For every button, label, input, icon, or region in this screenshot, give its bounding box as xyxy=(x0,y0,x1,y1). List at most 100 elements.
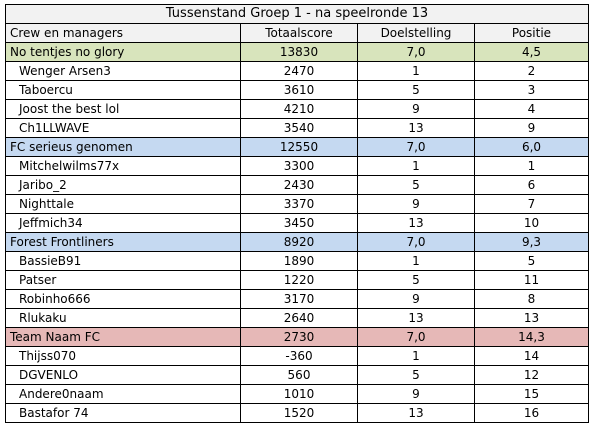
manager-row: Andere0naam 1010 9 15 xyxy=(5,384,589,404)
manager-row: Thijss070 -360 1 14 xyxy=(5,346,589,366)
team-doelstelling: 7,0 xyxy=(357,42,475,62)
team-name: Forest Frontliners xyxy=(5,232,241,252)
manager-score: 3170 xyxy=(240,289,358,309)
manager-positie: 4 xyxy=(474,99,589,119)
manager-score: 2640 xyxy=(240,308,358,328)
header-positie: Positie xyxy=(474,23,589,43)
manager-score: -360 xyxy=(240,346,358,366)
manager-score: 3540 xyxy=(240,118,358,138)
manager-positie: 5 xyxy=(474,251,589,271)
table-title: Tussenstand Groep 1 - na speelronde 13 xyxy=(5,4,589,24)
manager-name: Joost the best lol xyxy=(5,99,241,119)
manager-positie: 10 xyxy=(474,213,589,233)
team-positie: 4,5 xyxy=(474,42,589,62)
manager-score: 3300 xyxy=(240,156,358,176)
manager-score: 4210 xyxy=(240,99,358,119)
manager-positie: 3 xyxy=(474,80,589,100)
manager-positie: 7 xyxy=(474,194,589,214)
manager-score: 3370 xyxy=(240,194,358,214)
manager-doelstelling: 5 xyxy=(357,80,475,100)
header-totaalscore: Totaalscore xyxy=(240,23,358,43)
manager-positie: 1 xyxy=(474,156,589,176)
manager-score: 3450 xyxy=(240,213,358,233)
manager-positie: 13 xyxy=(474,308,589,328)
standings-table: Tussenstand Groep 1 - na speelronde 13 C… xyxy=(5,4,589,423)
header-doelstelling: Doelstelling xyxy=(357,23,475,43)
manager-row: Rlukaku 2640 13 13 xyxy=(5,308,589,328)
team-score: 8920 xyxy=(240,232,358,252)
team-positie: 14,3 xyxy=(474,327,589,347)
header-crew: Crew en managers xyxy=(5,23,241,43)
manager-row: Patser 1220 5 11 xyxy=(5,270,589,290)
team-name: FC serieus genomen xyxy=(5,137,241,157)
manager-row: Taboercu 3610 5 3 xyxy=(5,80,589,100)
manager-score: 2470 xyxy=(240,61,358,81)
manager-positie: 9 xyxy=(474,118,589,138)
manager-doelstelling: 9 xyxy=(357,384,475,404)
manager-positie: 16 xyxy=(474,403,589,423)
manager-doelstelling: 1 xyxy=(357,346,475,366)
manager-name: Taboercu xyxy=(5,80,241,100)
manager-score: 3610 xyxy=(240,80,358,100)
manager-name: Robinho666 xyxy=(5,289,241,309)
team-score: 12550 xyxy=(240,137,358,157)
manager-positie: 6 xyxy=(474,175,589,195)
manager-name: Bastafor 74 xyxy=(5,403,241,423)
manager-name: Jeffmich34 xyxy=(5,213,241,233)
team-positie: 9,3 xyxy=(474,232,589,252)
manager-doelstelling: 13 xyxy=(357,403,475,423)
manager-doelstelling: 9 xyxy=(357,289,475,309)
manager-doelstelling: 1 xyxy=(357,251,475,271)
manager-name: Andere0naam xyxy=(5,384,241,404)
manager-score: 1010 xyxy=(240,384,358,404)
manager-row: Bastafor 74 1520 13 16 xyxy=(5,403,589,423)
manager-name: Rlukaku xyxy=(5,308,241,328)
manager-doelstelling: 1 xyxy=(357,156,475,176)
manager-row: Ch1LLWAVE 3540 13 9 xyxy=(5,118,589,138)
manager-doelstelling: 5 xyxy=(357,270,475,290)
manager-row: DGVENLO 560 5 12 xyxy=(5,365,589,385)
manager-score: 1520 xyxy=(240,403,358,423)
manager-score: 1890 xyxy=(240,251,358,271)
manager-positie: 14 xyxy=(474,346,589,366)
manager-name: BassieB91 xyxy=(5,251,241,271)
manager-score: 1220 xyxy=(240,270,358,290)
manager-row: Jeffmich34 3450 13 10 xyxy=(5,213,589,233)
manager-positie: 2 xyxy=(474,61,589,81)
manager-doelstelling: 1 xyxy=(357,61,475,81)
manager-row: Mitchelwilms77x 3300 1 1 xyxy=(5,156,589,176)
manager-positie: 8 xyxy=(474,289,589,309)
manager-row: Nighttale 3370 9 7 xyxy=(5,194,589,214)
manager-doelstelling: 9 xyxy=(357,99,475,119)
team-score: 2730 xyxy=(240,327,358,347)
team-doelstelling: 7,0 xyxy=(357,327,475,347)
manager-doelstelling: 13 xyxy=(357,308,475,328)
standings-body: Tussenstand Groep 1 - na speelronde 13 C… xyxy=(5,4,589,423)
manager-positie: 11 xyxy=(474,270,589,290)
manager-row: BassieB91 1890 1 5 xyxy=(5,251,589,271)
manager-name: Thijss070 xyxy=(5,346,241,366)
team-doelstelling: 7,0 xyxy=(357,137,475,157)
team-row: FC serieus genomen 12550 7,0 6,0 xyxy=(5,137,589,157)
manager-positie: 15 xyxy=(474,384,589,404)
manager-row: Jaribo_2 2430 5 6 xyxy=(5,175,589,195)
team-doelstelling: 7,0 xyxy=(357,232,475,252)
manager-name: Patser xyxy=(5,270,241,290)
manager-row: Wenger Arsen3 2470 1 2 xyxy=(5,61,589,81)
manager-row: Joost the best lol 4210 9 4 xyxy=(5,99,589,119)
manager-name: Wenger Arsen3 xyxy=(5,61,241,81)
manager-doelstelling: 9 xyxy=(357,194,475,214)
team-row: Forest Frontliners 8920 7,0 9,3 xyxy=(5,232,589,252)
manager-name: Ch1LLWAVE xyxy=(5,118,241,138)
team-positie: 6,0 xyxy=(474,137,589,157)
team-row: No tentjes no glory 13830 7,0 4,5 xyxy=(5,42,589,62)
team-row: Team Naam FC 2730 7,0 14,3 xyxy=(5,327,589,347)
manager-score: 2430 xyxy=(240,175,358,195)
team-score: 13830 xyxy=(240,42,358,62)
manager-name: Nighttale xyxy=(5,194,241,214)
manager-doelstelling: 5 xyxy=(357,175,475,195)
manager-doelstelling: 13 xyxy=(357,213,475,233)
manager-name: Mitchelwilms77x xyxy=(5,156,241,176)
header-row: Crew en managers Totaalscore Doelstellin… xyxy=(5,23,589,43)
manager-name: Jaribo_2 xyxy=(5,175,241,195)
